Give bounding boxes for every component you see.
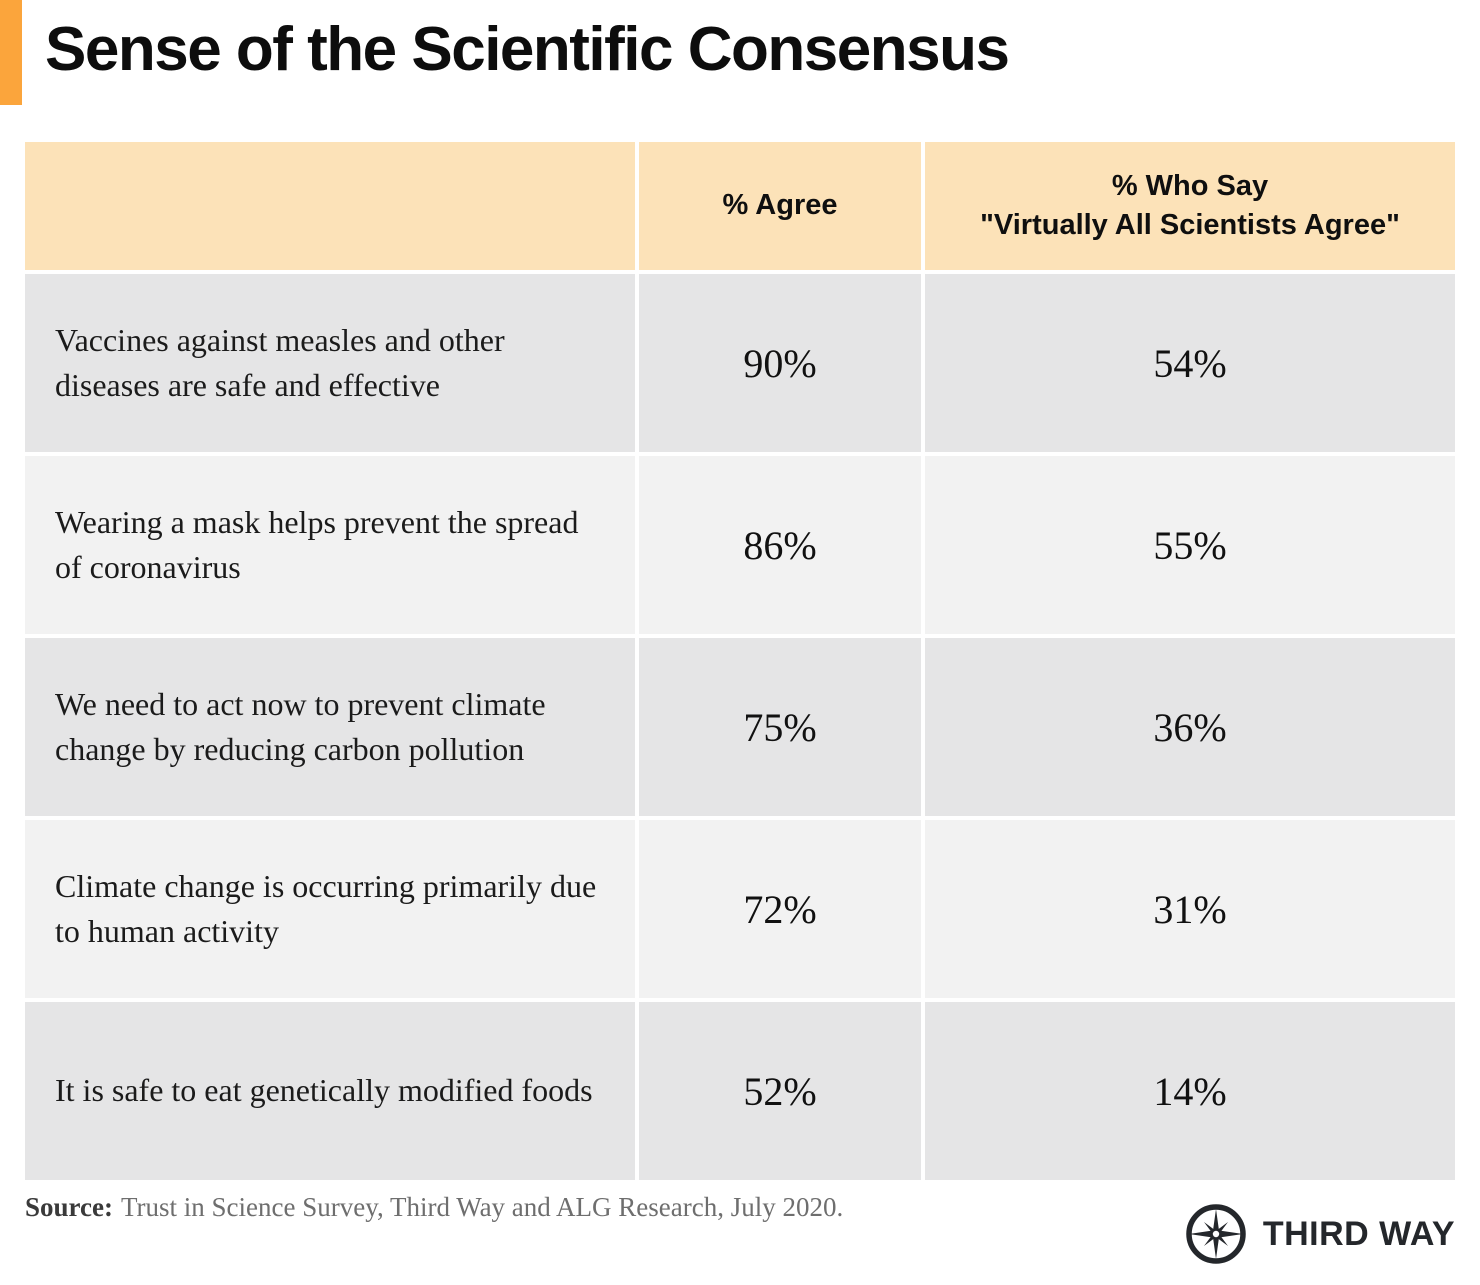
table-row-scientists-value: 55% bbox=[925, 456, 1455, 634]
page-title: Sense of the Scientific Consensus bbox=[45, 15, 1010, 84]
header-empty-cell bbox=[25, 142, 635, 270]
table-row-statement: Climate change is occurring primarily du… bbox=[25, 820, 635, 998]
table-row-scientists-value: 31% bbox=[925, 820, 1455, 998]
column-header-scientists-line1: % Who Say bbox=[1111, 169, 1269, 202]
table-row-agree-value: 52% bbox=[639, 1002, 921, 1180]
table-row-agree-value: 90% bbox=[639, 274, 921, 452]
table-row-statement: Vaccines against measles and other disea… bbox=[25, 274, 635, 452]
compass-star-icon bbox=[1186, 1204, 1246, 1264]
column-header-agree: % Agree bbox=[639, 142, 921, 270]
source-label: Source: bbox=[25, 1192, 113, 1222]
table-row-scientists-value: 36% bbox=[925, 638, 1455, 816]
table-row-scientists-value: 54% bbox=[925, 274, 1455, 452]
consensus-table: % Agree % Who Say "Virtually All Scienti… bbox=[25, 142, 1455, 1180]
table-row-statement: We need to act now to prevent climate ch… bbox=[25, 638, 635, 816]
table-row-agree-value: 75% bbox=[639, 638, 921, 816]
table-row-statement: Wearing a mask helps prevent the spread … bbox=[25, 456, 635, 634]
third-way-logo: THIRD WAY bbox=[1184, 1202, 1455, 1266]
table-row-agree-value: 86% bbox=[639, 456, 921, 634]
source-note: Source: Trust in Science Survey, Third Wa… bbox=[25, 1192, 843, 1223]
table-row-agree-value: 72% bbox=[639, 820, 921, 998]
table-row-statement: It is safe to eat genetically modified f… bbox=[25, 1002, 635, 1180]
column-header-scientists-line2: "Virtually All Scientists Agree" bbox=[980, 209, 1400, 241]
logo-wordmark: THIRD WAY bbox=[1262, 1214, 1455, 1253]
column-header-scientists-agree: % Who Say "Virtually All Scientists Agre… bbox=[925, 142, 1455, 270]
title-accent-bar bbox=[0, 0, 22, 105]
table-row-scientists-value: 14% bbox=[925, 1002, 1455, 1180]
source-text: Trust in Science Survey, Third Way and A… bbox=[121, 1192, 844, 1222]
